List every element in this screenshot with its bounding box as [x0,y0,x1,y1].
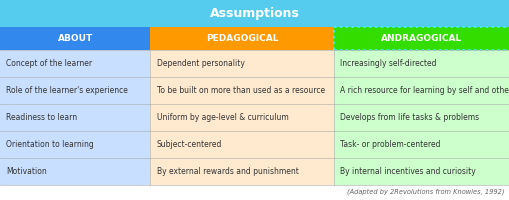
Bar [333,158,509,185]
Bar [333,104,509,131]
Text: A rich resource for learning by self and others: A rich resource for learning by self and… [340,86,509,95]
Text: ABOUT: ABOUT [58,34,93,43]
Text: PEDAGOGICAL: PEDAGOGICAL [206,34,278,43]
Bar [150,27,333,50]
Bar [150,131,333,158]
Text: Subject-centered: Subject-centered [156,140,221,149]
Bar [150,77,333,104]
Bar [0,158,150,185]
Text: Concept of the learner: Concept of the learner [6,59,92,68]
Bar [150,104,333,131]
Bar [0,77,150,104]
Bar [0,104,150,131]
Text: Role of the learner's experience: Role of the learner's experience [6,86,128,95]
Text: (Adapted by 2Revolutions from Knowles, 1992): (Adapted by 2Revolutions from Knowles, 1… [347,188,504,195]
Bar [333,27,509,50]
Text: Increasingly self-directed: Increasingly self-directed [340,59,436,68]
Bar [0,131,150,158]
Text: Orientation to learning: Orientation to learning [6,140,94,149]
Text: Motivation: Motivation [6,167,47,176]
Text: Dependent personality: Dependent personality [156,59,244,68]
Text: By internal incentives and curiosity: By internal incentives and curiosity [340,167,475,176]
Bar [0,0,509,27]
Bar [333,50,509,77]
Text: ANDRAGOGICAL: ANDRAGOGICAL [381,34,462,43]
Text: Develops from life tasks & problems: Develops from life tasks & problems [340,113,478,122]
Bar [333,77,509,104]
Text: By external rewards and punishment: By external rewards and punishment [156,167,298,176]
Text: Assumptions: Assumptions [210,7,299,20]
Bar [333,131,509,158]
Bar [0,27,150,50]
Text: To be built on more than used as a resource: To be built on more than used as a resou… [156,86,324,95]
Text: Uniform by age-level & curriculum: Uniform by age-level & curriculum [156,113,288,122]
Bar [150,158,333,185]
Bar [150,50,333,77]
Bar [0,50,150,77]
Text: Task- or problem-centered: Task- or problem-centered [340,140,440,149]
Text: Readiness to learn: Readiness to learn [6,113,77,122]
